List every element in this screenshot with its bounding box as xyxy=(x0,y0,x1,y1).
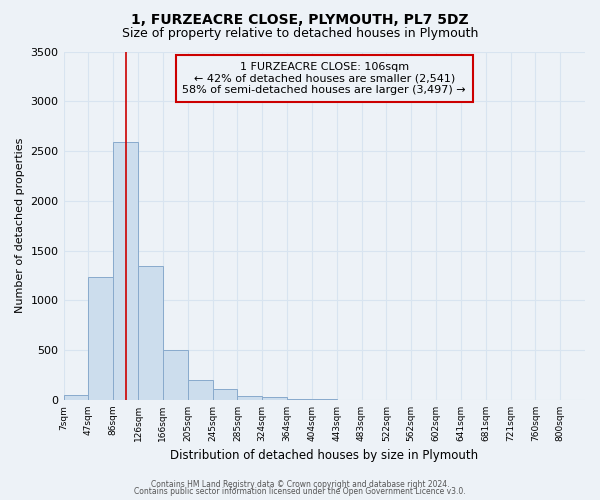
Text: Contains public sector information licensed under the Open Government Licence v3: Contains public sector information licen… xyxy=(134,487,466,496)
Bar xyxy=(238,396,262,400)
Bar xyxy=(212,389,238,400)
X-axis label: Distribution of detached houses by size in Plymouth: Distribution of detached houses by size … xyxy=(170,450,478,462)
Text: 1 FURZEACRE CLOSE: 106sqm
← 42% of detached houses are smaller (2,541)
58% of se: 1 FURZEACRE CLOSE: 106sqm ← 42% of detac… xyxy=(182,62,466,95)
Bar xyxy=(113,142,138,400)
Y-axis label: Number of detached properties: Number of detached properties xyxy=(15,138,25,314)
Bar xyxy=(287,399,312,400)
Text: 1, FURZEACRE CLOSE, PLYMOUTH, PL7 5DZ: 1, FURZEACRE CLOSE, PLYMOUTH, PL7 5DZ xyxy=(131,12,469,26)
Text: Size of property relative to detached houses in Plymouth: Size of property relative to detached ho… xyxy=(122,28,478,40)
Bar xyxy=(64,395,88,400)
Bar xyxy=(163,350,188,400)
Bar xyxy=(262,398,287,400)
Bar xyxy=(88,278,113,400)
Bar xyxy=(138,266,163,400)
Bar xyxy=(188,380,212,400)
Text: Contains HM Land Registry data © Crown copyright and database right 2024.: Contains HM Land Registry data © Crown c… xyxy=(151,480,449,489)
